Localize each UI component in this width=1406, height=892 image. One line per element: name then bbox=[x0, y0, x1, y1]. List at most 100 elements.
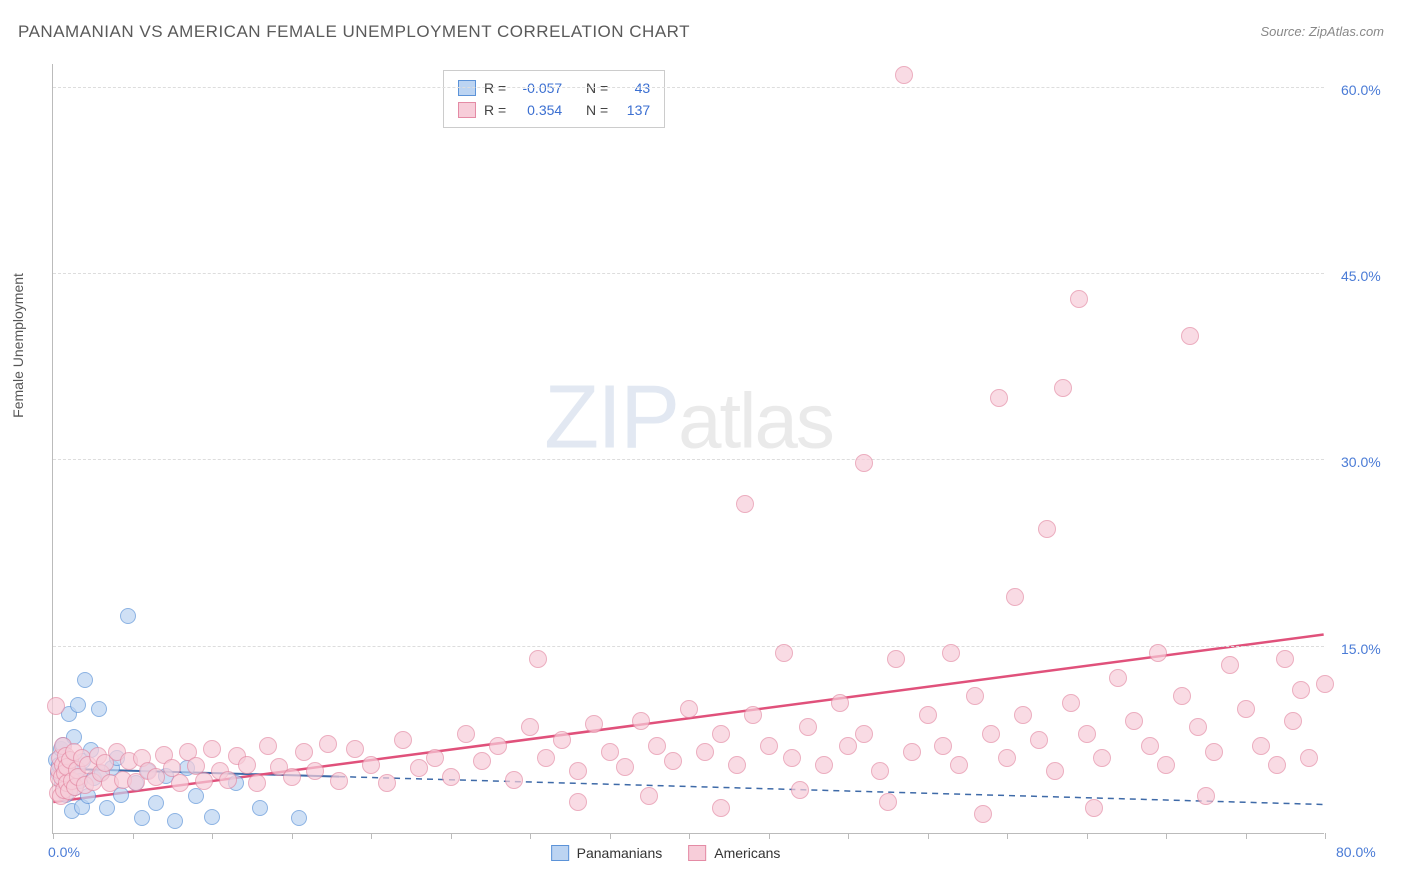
data-point-americans bbox=[537, 749, 555, 767]
data-point-americans bbox=[1173, 687, 1191, 705]
x-tick bbox=[133, 833, 134, 839]
data-point-americans bbox=[1284, 712, 1302, 730]
data-point-americans bbox=[330, 772, 348, 790]
data-point-panamanians bbox=[204, 809, 220, 825]
data-point-americans bbox=[783, 749, 801, 767]
data-point-americans bbox=[648, 737, 666, 755]
data-point-americans bbox=[295, 743, 313, 761]
data-point-americans bbox=[505, 771, 523, 789]
data-point-panamanians bbox=[77, 672, 93, 688]
data-point-americans bbox=[680, 700, 698, 718]
watermark: ZIPatlas bbox=[544, 366, 833, 469]
x-tick bbox=[530, 833, 531, 839]
legend-r-value-americans: 0.354 bbox=[514, 102, 562, 118]
x-tick bbox=[1087, 833, 1088, 839]
legend-swatch-panamanians bbox=[458, 80, 476, 96]
scatter-plot-area: ZIPatlas R =-0.057 N =43R =0.354 N =137 … bbox=[52, 64, 1324, 834]
data-point-americans bbox=[664, 752, 682, 770]
data-point-americans bbox=[855, 725, 873, 743]
data-point-americans bbox=[990, 389, 1008, 407]
data-point-americans bbox=[616, 758, 634, 776]
data-point-americans bbox=[489, 737, 507, 755]
chart-title: PANAMANIAN VS AMERICAN FEMALE UNEMPLOYME… bbox=[18, 22, 690, 42]
data-point-americans bbox=[1252, 737, 1270, 755]
data-point-panamanians bbox=[134, 810, 150, 826]
data-point-americans bbox=[728, 756, 746, 774]
data-point-americans bbox=[410, 759, 428, 777]
data-point-americans bbox=[47, 697, 65, 715]
legend-r-value-panamanians: -0.057 bbox=[514, 80, 562, 96]
data-point-americans bbox=[1181, 327, 1199, 345]
data-point-americans bbox=[1125, 712, 1143, 730]
x-tick bbox=[769, 833, 770, 839]
data-point-panamanians bbox=[120, 608, 136, 624]
data-point-americans bbox=[966, 687, 984, 705]
legend-r-label: R = bbox=[484, 80, 506, 96]
data-point-americans bbox=[238, 756, 256, 774]
data-point-americans bbox=[378, 774, 396, 792]
x-tick bbox=[371, 833, 372, 839]
data-point-americans bbox=[569, 793, 587, 811]
legend-r-label: R = bbox=[484, 102, 506, 118]
data-point-americans bbox=[473, 752, 491, 770]
data-point-americans bbox=[1237, 700, 1255, 718]
data-point-americans bbox=[521, 718, 539, 736]
data-point-americans bbox=[744, 706, 762, 724]
series-legend: PanamaniansAmericans bbox=[551, 845, 781, 861]
data-point-americans bbox=[815, 756, 833, 774]
data-point-americans bbox=[1054, 379, 1072, 397]
data-point-americans bbox=[799, 718, 817, 736]
data-point-americans bbox=[1149, 644, 1167, 662]
legend-row-panamanians: R =-0.057 N =43 bbox=[458, 77, 650, 99]
data-point-americans bbox=[1276, 650, 1294, 668]
grid-line bbox=[53, 459, 1324, 460]
y-tick-label: 30.0% bbox=[1341, 454, 1381, 470]
data-point-americans bbox=[426, 749, 444, 767]
data-point-americans bbox=[553, 731, 571, 749]
data-point-americans bbox=[248, 774, 266, 792]
data-point-americans bbox=[306, 762, 324, 780]
data-point-americans bbox=[585, 715, 603, 733]
x-tick bbox=[212, 833, 213, 839]
data-point-americans bbox=[950, 756, 968, 774]
data-point-americans bbox=[712, 799, 730, 817]
data-point-americans bbox=[569, 762, 587, 780]
data-point-americans bbox=[712, 725, 730, 743]
data-point-panamanians bbox=[167, 813, 183, 829]
data-point-americans bbox=[791, 781, 809, 799]
data-point-americans bbox=[1189, 718, 1207, 736]
data-point-panamanians bbox=[291, 810, 307, 826]
data-point-panamanians bbox=[70, 697, 86, 713]
legend-swatch-americans bbox=[458, 102, 476, 118]
data-point-americans bbox=[319, 735, 337, 753]
data-point-americans bbox=[283, 768, 301, 786]
data-point-americans bbox=[895, 66, 913, 84]
data-point-americans bbox=[362, 756, 380, 774]
grid-line bbox=[53, 273, 1324, 274]
data-point-americans bbox=[457, 725, 475, 743]
data-point-americans bbox=[1085, 799, 1103, 817]
data-point-americans bbox=[871, 762, 889, 780]
data-point-americans bbox=[529, 650, 547, 668]
data-point-americans bbox=[1093, 749, 1111, 767]
y-axis-label: Female Unemployment bbox=[10, 273, 26, 418]
data-point-americans bbox=[601, 743, 619, 761]
x-tick bbox=[848, 833, 849, 839]
data-point-americans bbox=[1014, 706, 1032, 724]
data-point-americans bbox=[903, 743, 921, 761]
data-point-americans bbox=[171, 774, 189, 792]
data-point-americans bbox=[203, 740, 221, 758]
data-point-americans bbox=[696, 743, 714, 761]
series-swatch-panamanians bbox=[551, 845, 569, 861]
data-point-americans bbox=[1268, 756, 1286, 774]
grid-line bbox=[53, 87, 1324, 88]
series-label-americans: Americans bbox=[714, 845, 780, 861]
data-point-americans bbox=[998, 749, 1016, 767]
x-tick bbox=[1166, 833, 1167, 839]
data-point-americans bbox=[640, 787, 658, 805]
legend-n-value-panamanians: 43 bbox=[616, 80, 650, 96]
data-point-americans bbox=[974, 805, 992, 823]
data-point-americans bbox=[1062, 694, 1080, 712]
series-swatch-americans bbox=[688, 845, 706, 861]
data-point-americans bbox=[1141, 737, 1159, 755]
